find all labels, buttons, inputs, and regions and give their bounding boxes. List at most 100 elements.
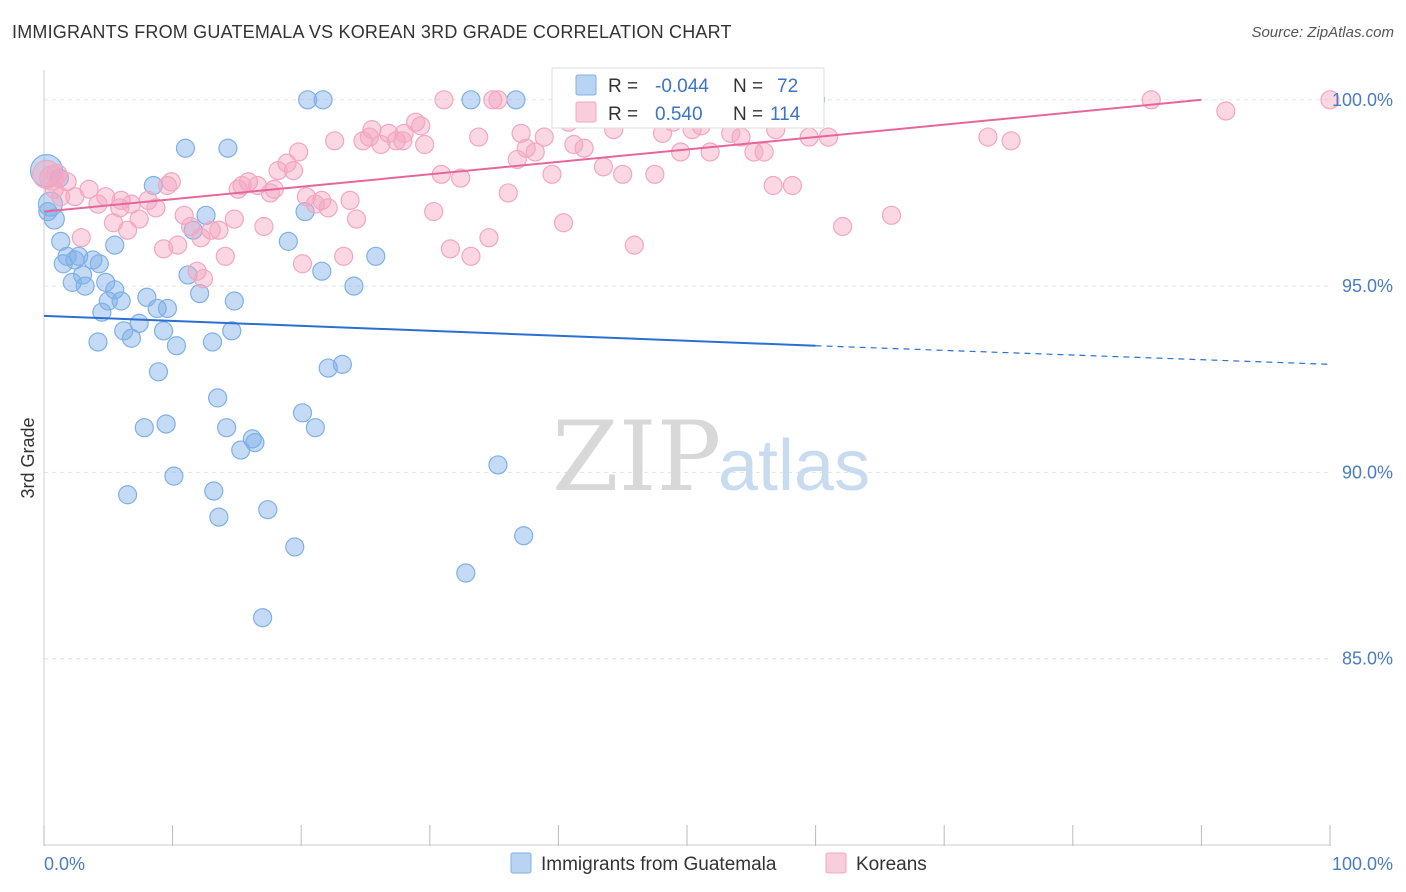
trend-lines [43,98,1331,365]
data-point [196,205,216,225]
data-point [117,220,138,240]
x-axis-ticks [43,825,1331,846]
data-point [156,414,176,434]
watermark-zip: ZIP [552,401,721,513]
stats-legend-n-value: 114 [770,104,801,125]
data-point [190,283,210,304]
data-point [479,228,499,248]
x-tick-label-min: 0.0% [44,854,85,874]
stats-legend-r-label: R = [608,104,638,125]
legend-label-guatemala: Immigrants from Guatemala [541,854,777,875]
data-point [344,276,364,296]
data-point [406,112,426,132]
data-point [506,90,526,110]
stats-legend-r-value: 0.540 [655,104,703,125]
data-point [289,142,309,162]
data-point [318,198,338,218]
data-point [208,388,228,408]
data-point [488,455,508,475]
data-point [283,161,304,181]
data-point [117,485,138,505]
data-point [129,209,149,229]
data-point [782,175,803,196]
data-point [461,90,481,110]
data-point [440,239,460,259]
data-point [245,432,265,453]
trend-line-1 [43,98,1202,213]
data-point [134,418,154,438]
legend-swatch-koreans [825,852,847,874]
data-point [168,235,188,255]
data-point [111,291,131,311]
data-point [312,261,332,281]
data-point [143,175,163,196]
data-point [359,127,379,147]
data-point [298,90,318,110]
stats-legend-swatch-guatemala [575,74,597,96]
data-point [217,418,237,438]
data-point [483,90,503,110]
data-point [258,500,278,520]
data-point [292,403,313,423]
data-point [305,418,325,438]
stats-legend-n-label: N = [733,76,763,97]
data-point [411,116,431,136]
data-point [44,179,64,199]
series-points-0 [29,90,826,628]
data-point [75,276,95,296]
legend-label-koreans: Koreans [856,854,927,875]
data-point [51,187,71,207]
data-point [393,131,413,151]
data-point [511,123,531,143]
y-tick-label: 95.0% [1342,276,1393,296]
y-tick-label: 100.0% [1332,90,1393,110]
data-point [224,209,244,229]
data-point [386,131,406,151]
data-point [153,239,174,259]
data-point [191,228,211,248]
data-point [394,123,414,143]
data-point [129,313,149,333]
data-point [201,220,221,240]
data-point [434,90,454,110]
data-point [147,298,167,319]
stats-legend-swatch-koreans [575,101,597,123]
data-point [978,127,998,147]
data-point [346,209,367,229]
data-point [69,246,89,266]
data-point [312,190,332,211]
data-point [71,228,91,248]
data-point [763,175,783,196]
data-point [164,466,184,486]
data-point [277,153,297,173]
data-point [157,298,178,319]
data-point [564,134,584,155]
data-point [833,216,853,237]
data-point [415,134,435,155]
data-point [228,179,248,199]
data-point [121,328,142,348]
watermark-atlas: atlas [718,426,870,506]
data-point [202,332,223,352]
data-point [224,291,244,311]
data-point [92,302,112,322]
data-point [174,205,194,225]
data-point [187,261,207,281]
data-point [670,142,691,162]
data-point [1001,131,1021,151]
legend-swatch-guatemala [510,852,532,874]
data-point [89,254,109,274]
data-point [754,142,774,162]
data-point [645,164,665,184]
data-point [624,235,644,255]
data-point [451,168,471,188]
stats-legend-n-value: 72 [777,76,798,97]
data-point [366,246,386,266]
data-point [498,183,518,203]
data-point [574,138,594,158]
data-point [461,246,481,266]
data-point [105,235,125,255]
data-point [43,208,65,230]
data-point [424,201,444,222]
